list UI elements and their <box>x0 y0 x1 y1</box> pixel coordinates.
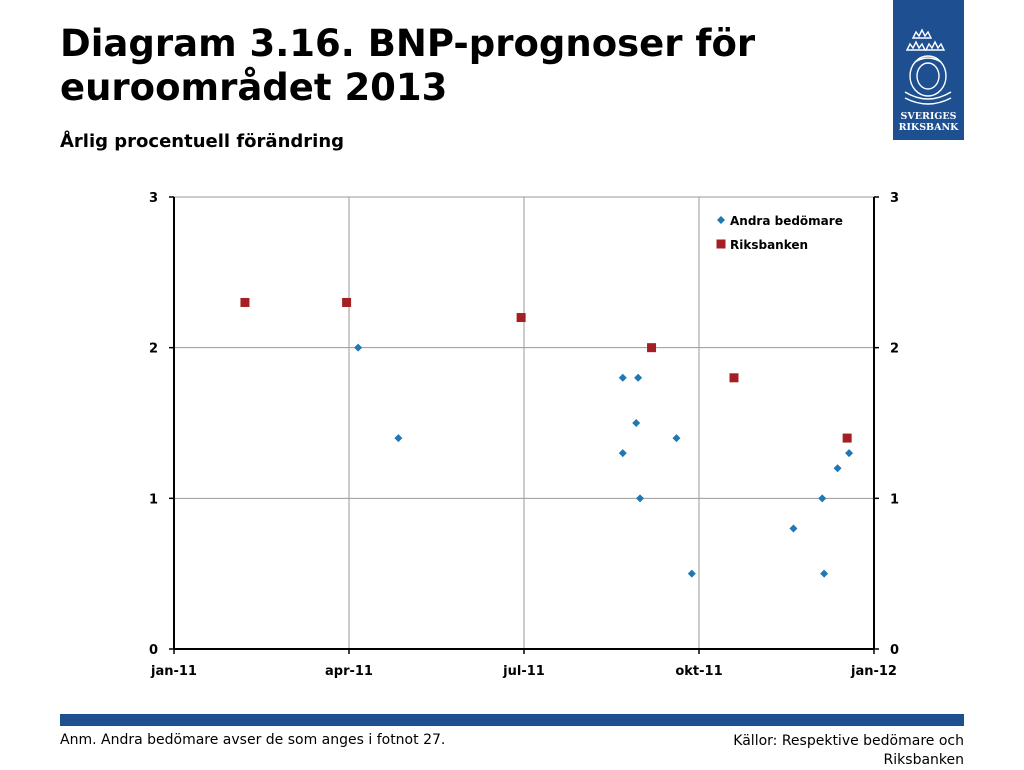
y-tick-label-right: 3 <box>890 191 899 206</box>
andra-bedomare-point <box>687 569 696 578</box>
footnote: Anm. Andra bedömare avser de som anges i… <box>60 732 446 748</box>
y-tick-label-left: 2 <box>149 342 158 357</box>
chart-subtitle: Årlig procentuell förändring <box>60 131 345 152</box>
andra-bedomare-point <box>634 373 643 382</box>
andra-bedomare-point <box>845 449 854 458</box>
x-tick-label: jul-11 <box>502 664 545 679</box>
logo-line-1: SVERIGES <box>900 111 956 122</box>
andra-bedomare-point <box>833 464 842 473</box>
y-tick-label-left: 3 <box>149 191 158 206</box>
data-points <box>240 297 854 578</box>
legend-label: Andra bedömare <box>730 214 843 228</box>
scatter-chart: jan-11 apr-11 jul-11 okt-11 jan-12 0 0 1 1 2 2 3 3 A… <box>149 191 899 679</box>
riksbanken-point <box>516 313 526 323</box>
andra-bedomare-point <box>818 494 827 503</box>
riksbanken-point <box>240 297 250 307</box>
x-tick-label: apr-11 <box>325 664 373 679</box>
y-tick-label-right: 2 <box>890 342 899 357</box>
logo-line-2: RIKSBANK <box>899 122 960 133</box>
crowns-emblem-icon: SVERIGES RIKSBANK <box>899 28 960 133</box>
andra-bedomare-point <box>672 434 681 443</box>
x-tick-label: jan-11 <box>150 664 197 679</box>
chart-title: Diagram 3.16. BNP-prognoser för euroområ… <box>60 22 756 109</box>
riksbanken-point <box>842 433 852 443</box>
grid-lines <box>174 196 874 649</box>
y-tick-label-right: 0 <box>890 643 899 658</box>
legend: Andra bedömare Riksbanken <box>716 214 843 252</box>
andra-bedomare-point <box>394 434 403 443</box>
y-tick-label-right: 1 <box>890 492 899 507</box>
axes <box>169 196 879 654</box>
source-note: Källor: Respektive bedömare och Riksbank… <box>733 733 964 768</box>
riksbanken-point <box>729 373 739 383</box>
andra-bedomare-point <box>632 419 641 427</box>
riksbank-logo: SVERIGES RIKSBANK <box>893 0 964 140</box>
x-tick-label: jan-12 <box>850 664 897 679</box>
riksbanken-point <box>647 343 657 353</box>
andra-bedomare-point <box>618 449 627 458</box>
x-tick-label: okt-11 <box>675 664 722 679</box>
andra-bedomare-point <box>789 524 798 533</box>
andra-bedomare-point <box>618 373 627 382</box>
footer-bar <box>60 714 964 726</box>
legend-label: Riksbanken <box>730 238 808 252</box>
legend-marker <box>717 216 725 224</box>
y-tick-label-left: 0 <box>149 643 158 658</box>
tick-labels: jan-11 apr-11 jul-11 okt-11 jan-12 0 0 1 1 2 2 3 3 <box>149 191 899 679</box>
riksbanken-point <box>342 297 352 307</box>
andra-bedomare-point <box>354 343 363 352</box>
andra-bedomare-point <box>820 569 829 578</box>
legend-marker <box>716 239 726 249</box>
andra-bedomare-point <box>636 494 645 503</box>
y-tick-label-left: 1 <box>149 492 158 507</box>
